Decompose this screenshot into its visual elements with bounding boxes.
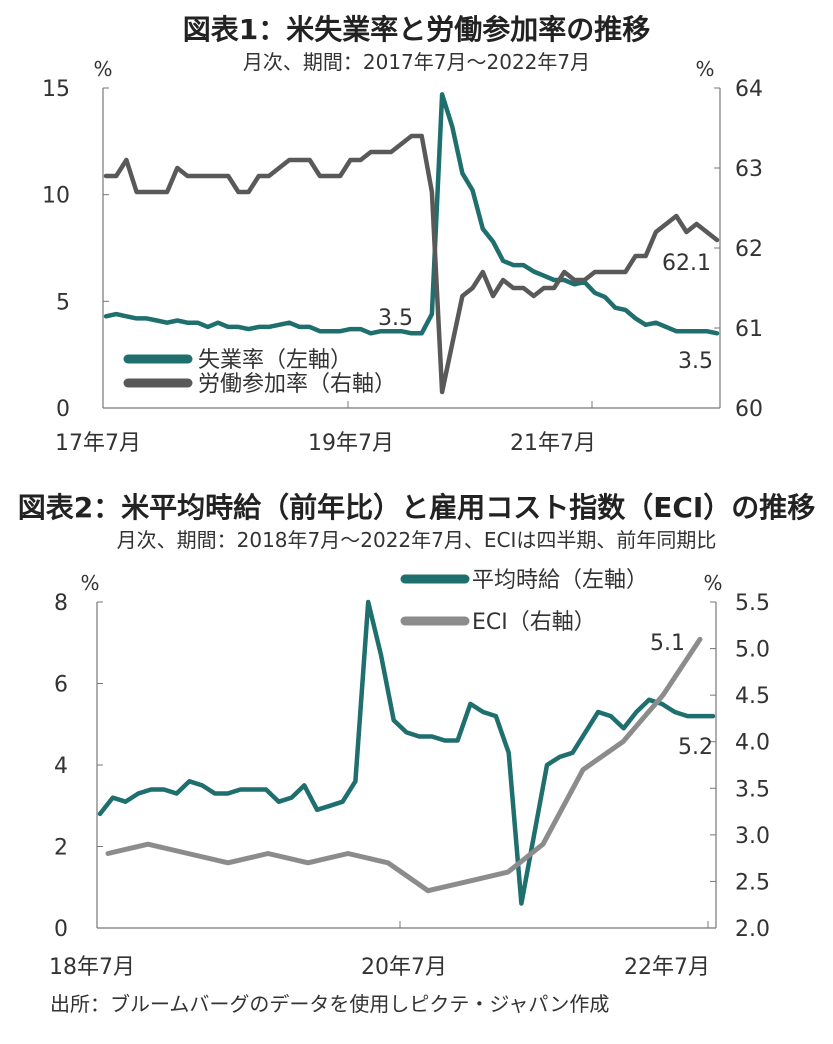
chart2-title: 図表2：米平均時給（前年比）と雇用コスト指数（ECI）の推移	[17, 491, 816, 524]
chart2-left-tick-label: 0	[54, 917, 68, 942]
chart1-left-unit: %	[93, 57, 112, 81]
chart2-right-tick-label: 3.0	[735, 824, 770, 849]
chart2-left-tick-label: 2	[54, 836, 68, 861]
chart1-right-tick-label: 64	[735, 77, 763, 102]
chart1-left-tick-label: 10	[42, 184, 70, 209]
chart1-x-tick-label: 19年7月	[308, 431, 394, 456]
chart1-legend-label-2: 労働参加率（右軸）	[198, 372, 396, 397]
chart2-annotation: 5.2	[678, 735, 713, 760]
chart2-series-line-1	[97, 599, 716, 906]
chart1-right-tick-label: 60	[735, 397, 763, 422]
chart2-right-tick-label: 4.5	[735, 684, 770, 709]
chart1-right-tick-label: 62	[735, 237, 763, 262]
chart2-left-tick-label: 4	[54, 754, 68, 779]
chart1-left-tick-label: 0	[56, 397, 70, 422]
chart1-right-tick-label: 61	[735, 317, 763, 342]
chart2-left-tick-label: 6	[54, 673, 68, 698]
chart1-left-tick-label: 5	[56, 290, 70, 315]
source-note: 出所：ブルームバーグのデータを使用しピクテ・ジャパン作成	[50, 992, 610, 1016]
chart1-series-line-2	[103, 133, 720, 395]
chart2-right-unit: %	[703, 571, 722, 595]
chart2-right-tick-label: 5.0	[735, 638, 770, 663]
chart1-x-tick-label: 21年7月	[510, 431, 596, 456]
chart2-legend-label-2: ECI（右軸）	[472, 610, 596, 635]
chart1-series-line-1	[103, 92, 720, 336]
chart1-subtitle: 月次、期間：2017年7月～2022年7月	[242, 50, 591, 74]
chart2-right-tick-label: 4.0	[735, 731, 770, 756]
chart1-x-tick-label: 17年7月	[55, 431, 141, 456]
chart2-subtitle: 月次、期間：2018年7月～2022年7月、ECIは四半期、前年同期比	[116, 528, 717, 552]
chart2-right-tick-label: 3.5	[735, 777, 770, 802]
chart2-right-tick-label: 2.5	[735, 870, 770, 895]
chart2-left-unit: %	[80, 571, 99, 595]
chart1-right-unit: %	[695, 57, 714, 81]
chart1-left-tick-label: 15	[42, 77, 70, 102]
chart1-annotation: 62.1	[662, 251, 711, 276]
chart1-right-tick-label: 63	[735, 157, 763, 182]
chart2-left-tick-label: 8	[54, 591, 68, 616]
chart1-annotation: 3.5	[678, 349, 713, 374]
chart2-x-tick-label: 20年7月	[361, 955, 447, 980]
chart2-right-tick-label: 2.0	[735, 917, 770, 942]
chart2-legend-label-1: 平均時給（左軸）	[472, 568, 648, 593]
chart2-x-tick-label: 18年7月	[49, 955, 135, 980]
chart2-series-line-2	[105, 636, 703, 894]
chart1-title: 図表1：米失業率と労働参加率の推移	[182, 13, 651, 46]
chart1-legend-label-1: 失業率（左軸）	[198, 348, 352, 373]
chart2-x-tick-label: 22年7月	[624, 955, 710, 980]
chart1-annotation: 3.5	[378, 306, 413, 331]
chart2-right-tick-label: 5.5	[735, 591, 770, 616]
chart2-annotation: 5.1	[650, 631, 685, 656]
